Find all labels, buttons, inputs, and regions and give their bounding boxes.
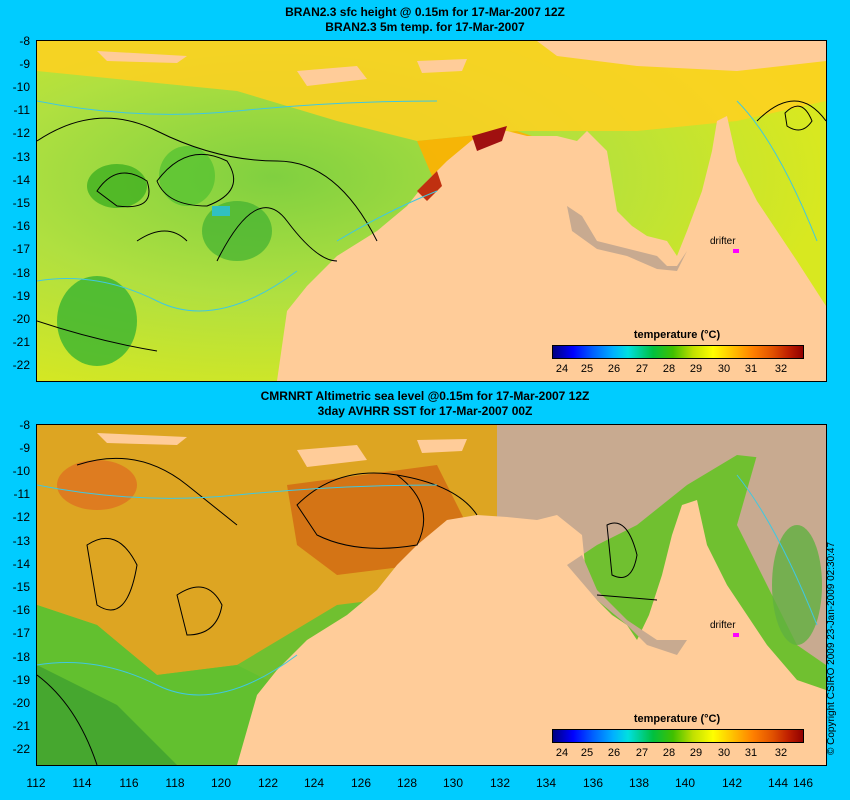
x-label: 136 [582,776,604,790]
bottom-map [37,425,826,765]
legend-tick: 32 [774,363,788,375]
top-map [37,41,826,381]
legend-tick: 32 [774,747,788,759]
bottom-y-label: -10 [12,464,30,478]
bottom-y-label: -13 [12,534,30,548]
bottom-drifter-label: drifter [710,620,736,631]
x-label: 134 [535,776,557,790]
legend-colorbar [552,729,804,743]
x-label: 142 [721,776,743,790]
legend-tick: 30 [717,747,731,759]
x-label: 140 [674,776,696,790]
bottom-y-label: -8 [19,418,30,432]
top-y-label: -8 [19,34,30,48]
legend-tick: 24 [555,363,569,375]
legend-tick: 31 [744,747,758,759]
legend-tick: 24 [555,747,569,759]
legend-tick: 29 [689,747,703,759]
legend-tick: 27 [635,747,649,759]
legend-tick: 25 [580,363,594,375]
top-y-label: -21 [12,335,30,349]
x-label: 130 [442,776,464,790]
copyright-note: © Copyright CSIRO 2009 23-Jan-2009 02:30… [826,541,837,755]
top-y-label: -10 [12,80,30,94]
x-label: 112 [26,776,46,790]
legend-title: temperature (°C) [633,713,721,725]
legend-tick: 31 [744,363,758,375]
bottom-y-label: -18 [12,650,30,664]
bottom-y-label: -19 [12,673,30,687]
legend-tick: 26 [607,363,621,375]
legend-tick: 27 [635,363,649,375]
bottom-y-label: -16 [12,603,30,617]
bottom-y-label: -17 [12,626,30,640]
bottom-y-label: -11 [13,487,30,501]
legend-title: temperature (°C) [633,329,721,341]
x-label: 138 [628,776,650,790]
x-label: 120 [210,776,232,790]
legend-tick: 30 [717,363,731,375]
bottom-drifter-marker [733,633,739,637]
bottom-panel-title-line2: 3day AVHRR SST for 17-Mar-2007 00Z [317,404,533,418]
bottom-panel-title-line1: CMRNRT Altimetric sea level @0.15m for 1… [260,389,590,403]
x-label: 128 [396,776,418,790]
top-y-label: -12 [12,126,30,140]
top-y-label: -14 [12,173,30,187]
top-y-label: -11 [13,103,30,117]
x-label: 132 [489,776,511,790]
x-label: 126 [350,776,372,790]
legend-tick: 28 [662,747,676,759]
legend-tick: 29 [689,363,703,375]
bottom-y-label: -9 [19,441,30,455]
bottom-y-label: -14 [12,557,30,571]
bottom-y-label: -21 [12,719,30,733]
top-y-label: -9 [19,57,30,71]
legend-tick: 25 [580,747,594,759]
x-label: 122 [257,776,279,790]
bottom-map-panel [36,424,827,766]
x-label: 146 [792,776,814,790]
x-label: 114 [72,776,92,790]
x-label: 124 [303,776,325,790]
legend-tick: 26 [607,747,621,759]
top-drifter-marker [733,249,739,253]
top-y-label: -15 [12,196,30,210]
top-y-label: -17 [12,242,30,256]
bottom-y-label: -22 [12,742,30,756]
x-label: 118 [165,776,185,790]
top-y-label: -20 [12,312,30,326]
bottom-y-label: -15 [12,580,30,594]
bottom-y-label: -12 [12,510,30,524]
top-map-panel [36,40,827,382]
top-panel-title-line2: BRAN2.3 5m temp. for 17-Mar-2007 [325,20,525,34]
bottom-y-label: -20 [12,696,30,710]
top-y-label: -13 [12,150,30,164]
x-label: 144 [767,776,789,790]
top-y-label: -22 [12,358,30,372]
top-drifter-label: drifter [710,236,736,247]
top-y-label: -16 [12,219,30,233]
top-y-label: -19 [12,289,30,303]
top-panel-title-line1: BRAN2.3 sfc height @ 0.15m for 17-Mar-20… [285,5,565,19]
x-label: 116 [119,776,139,790]
legend-colorbar [552,345,804,359]
legend-tick: 28 [662,363,676,375]
top-y-label: -18 [12,266,30,280]
